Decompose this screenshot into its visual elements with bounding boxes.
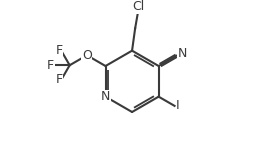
Text: F: F: [56, 73, 63, 86]
Text: F: F: [56, 44, 63, 57]
Text: N: N: [178, 47, 187, 60]
Text: I: I: [176, 99, 180, 112]
Text: N: N: [101, 90, 110, 103]
Text: F: F: [47, 59, 54, 72]
Text: Cl: Cl: [132, 0, 144, 13]
Text: O: O: [82, 49, 92, 62]
